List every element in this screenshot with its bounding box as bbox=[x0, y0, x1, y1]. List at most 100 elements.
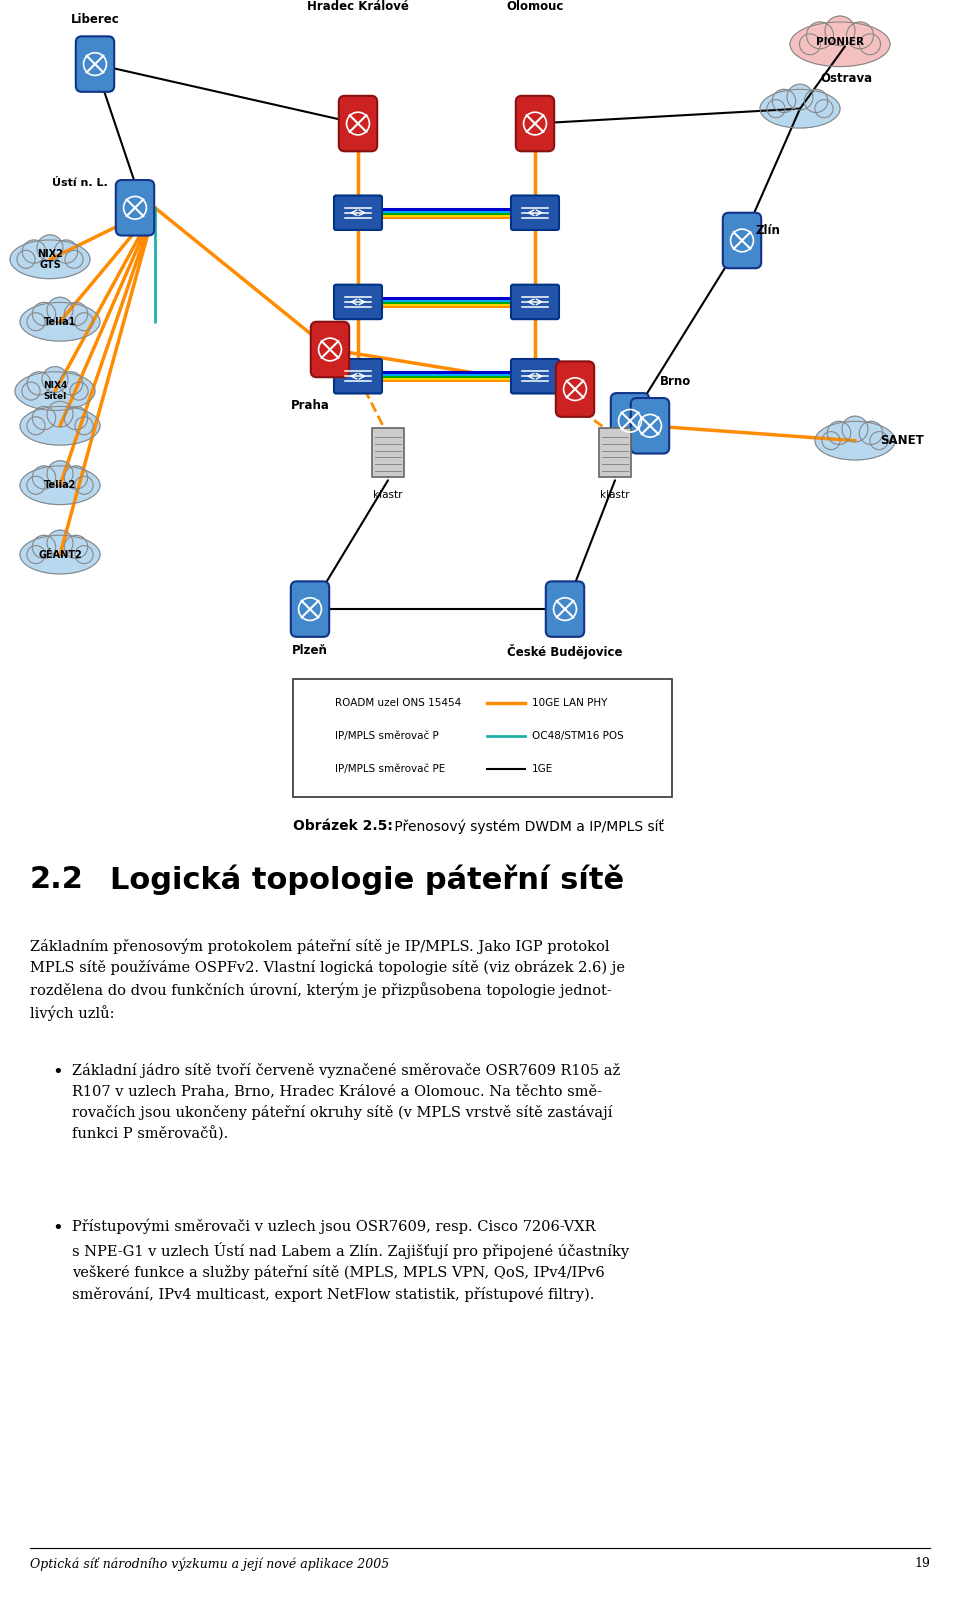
Circle shape bbox=[75, 313, 93, 331]
Circle shape bbox=[37, 235, 63, 260]
Text: Ostrava: Ostrava bbox=[820, 72, 872, 85]
Text: Optická síť národního výzkumu a její nové aplikace 2005: Optická síť národního výzkumu a její nov… bbox=[30, 1557, 389, 1572]
Text: Praha: Praha bbox=[291, 400, 330, 413]
Text: Telia2: Telia2 bbox=[44, 480, 76, 490]
FancyBboxPatch shape bbox=[334, 358, 382, 394]
Circle shape bbox=[842, 416, 868, 442]
Circle shape bbox=[47, 297, 73, 323]
FancyBboxPatch shape bbox=[306, 752, 331, 786]
FancyBboxPatch shape bbox=[511, 358, 559, 394]
Text: NIX2
GTS: NIX2 GTS bbox=[37, 249, 63, 270]
Text: Telia1: Telia1 bbox=[44, 317, 76, 326]
Ellipse shape bbox=[20, 535, 100, 574]
Text: Zlín: Zlín bbox=[755, 223, 780, 238]
Circle shape bbox=[828, 421, 851, 445]
Ellipse shape bbox=[15, 371, 95, 410]
Circle shape bbox=[27, 416, 45, 435]
Text: Logická topologie páteřní sítě: Logická topologie páteřní sítě bbox=[110, 865, 624, 895]
Text: •: • bbox=[52, 1062, 62, 1082]
FancyBboxPatch shape bbox=[556, 362, 594, 416]
Circle shape bbox=[47, 402, 73, 427]
Circle shape bbox=[22, 239, 46, 264]
FancyBboxPatch shape bbox=[516, 96, 554, 151]
Ellipse shape bbox=[20, 407, 100, 445]
Circle shape bbox=[33, 466, 56, 489]
Circle shape bbox=[859, 34, 880, 55]
FancyBboxPatch shape bbox=[334, 196, 382, 230]
Circle shape bbox=[822, 432, 840, 450]
FancyBboxPatch shape bbox=[306, 694, 332, 714]
Circle shape bbox=[806, 22, 833, 48]
Ellipse shape bbox=[10, 239, 90, 278]
Ellipse shape bbox=[20, 302, 100, 341]
FancyBboxPatch shape bbox=[339, 96, 377, 151]
Circle shape bbox=[75, 476, 93, 495]
Text: 1GE: 1GE bbox=[532, 763, 553, 773]
Circle shape bbox=[64, 407, 87, 429]
Text: •: • bbox=[52, 1218, 62, 1236]
Circle shape bbox=[75, 416, 93, 435]
Circle shape bbox=[847, 22, 874, 48]
Text: OC48/STM16 POS: OC48/STM16 POS bbox=[532, 731, 624, 741]
Text: Hradec Králové: Hradec Králové bbox=[307, 0, 409, 13]
Text: Brno: Brno bbox=[660, 374, 691, 387]
Text: Přístupovými směrovači v uzlech jsou OSR7609, resp. Cisco 7206-VXR
s NPE-G1 v uz: Přístupovými směrovači v uzlech jsou OSR… bbox=[72, 1218, 629, 1302]
Ellipse shape bbox=[815, 421, 895, 460]
Circle shape bbox=[767, 100, 785, 117]
Circle shape bbox=[27, 371, 51, 395]
Ellipse shape bbox=[790, 22, 890, 66]
Text: SANET: SANET bbox=[880, 434, 924, 447]
Text: Ústí n. L.: Ústí n. L. bbox=[52, 178, 108, 188]
Text: IP/MPLS směrovač PE: IP/MPLS směrovač PE bbox=[335, 763, 445, 773]
Circle shape bbox=[33, 302, 56, 326]
Circle shape bbox=[859, 421, 882, 445]
Text: Plzeň: Plzeň bbox=[292, 644, 328, 657]
FancyBboxPatch shape bbox=[334, 284, 382, 320]
Ellipse shape bbox=[760, 90, 840, 129]
Circle shape bbox=[33, 407, 56, 429]
FancyBboxPatch shape bbox=[511, 284, 559, 320]
Circle shape bbox=[870, 432, 888, 450]
Circle shape bbox=[27, 476, 45, 495]
Circle shape bbox=[787, 84, 813, 109]
FancyBboxPatch shape bbox=[116, 180, 155, 236]
Text: 2.2: 2.2 bbox=[30, 865, 84, 893]
Circle shape bbox=[47, 461, 73, 487]
Circle shape bbox=[772, 90, 796, 112]
Circle shape bbox=[75, 546, 93, 564]
FancyBboxPatch shape bbox=[306, 718, 331, 752]
Text: IP/MPLS směrovač P: IP/MPLS směrovač P bbox=[335, 731, 439, 741]
Text: GÉANT2: GÉANT2 bbox=[38, 550, 82, 559]
Text: Olomouc: Olomouc bbox=[506, 0, 564, 13]
Ellipse shape bbox=[20, 466, 100, 505]
FancyBboxPatch shape bbox=[76, 37, 114, 92]
Circle shape bbox=[64, 466, 87, 489]
Text: Přenosový systém DWDM a IP/MPLS síť: Přenosový systém DWDM a IP/MPLS síť bbox=[390, 820, 664, 834]
Text: 19: 19 bbox=[914, 1557, 930, 1570]
Circle shape bbox=[33, 535, 56, 559]
FancyBboxPatch shape bbox=[546, 582, 585, 636]
FancyBboxPatch shape bbox=[611, 394, 649, 448]
Circle shape bbox=[804, 90, 828, 112]
FancyBboxPatch shape bbox=[511, 196, 559, 230]
Text: Základním přenosovým protokolem páteřní sítě je IP/MPLS. Jako IGP protokol
MPLS : Základním přenosovým protokolem páteřní … bbox=[30, 938, 625, 1020]
Circle shape bbox=[815, 100, 833, 117]
FancyBboxPatch shape bbox=[599, 427, 631, 477]
Text: klastr: klastr bbox=[373, 490, 403, 500]
Circle shape bbox=[800, 34, 821, 55]
FancyBboxPatch shape bbox=[293, 680, 672, 797]
Circle shape bbox=[47, 530, 73, 556]
Circle shape bbox=[17, 251, 36, 268]
Circle shape bbox=[65, 251, 84, 268]
Circle shape bbox=[825, 16, 855, 45]
Text: České Budějovice: České Budějovice bbox=[507, 644, 623, 659]
Circle shape bbox=[60, 371, 83, 395]
Circle shape bbox=[42, 366, 68, 392]
Circle shape bbox=[70, 382, 88, 400]
Text: NIX4
Sitel: NIX4 Sitel bbox=[43, 381, 67, 400]
Circle shape bbox=[64, 302, 87, 326]
FancyBboxPatch shape bbox=[723, 212, 761, 268]
Circle shape bbox=[64, 535, 87, 559]
Text: ROADM uzel ONS 15454: ROADM uzel ONS 15454 bbox=[335, 699, 461, 709]
Text: Liberec: Liberec bbox=[71, 13, 119, 26]
